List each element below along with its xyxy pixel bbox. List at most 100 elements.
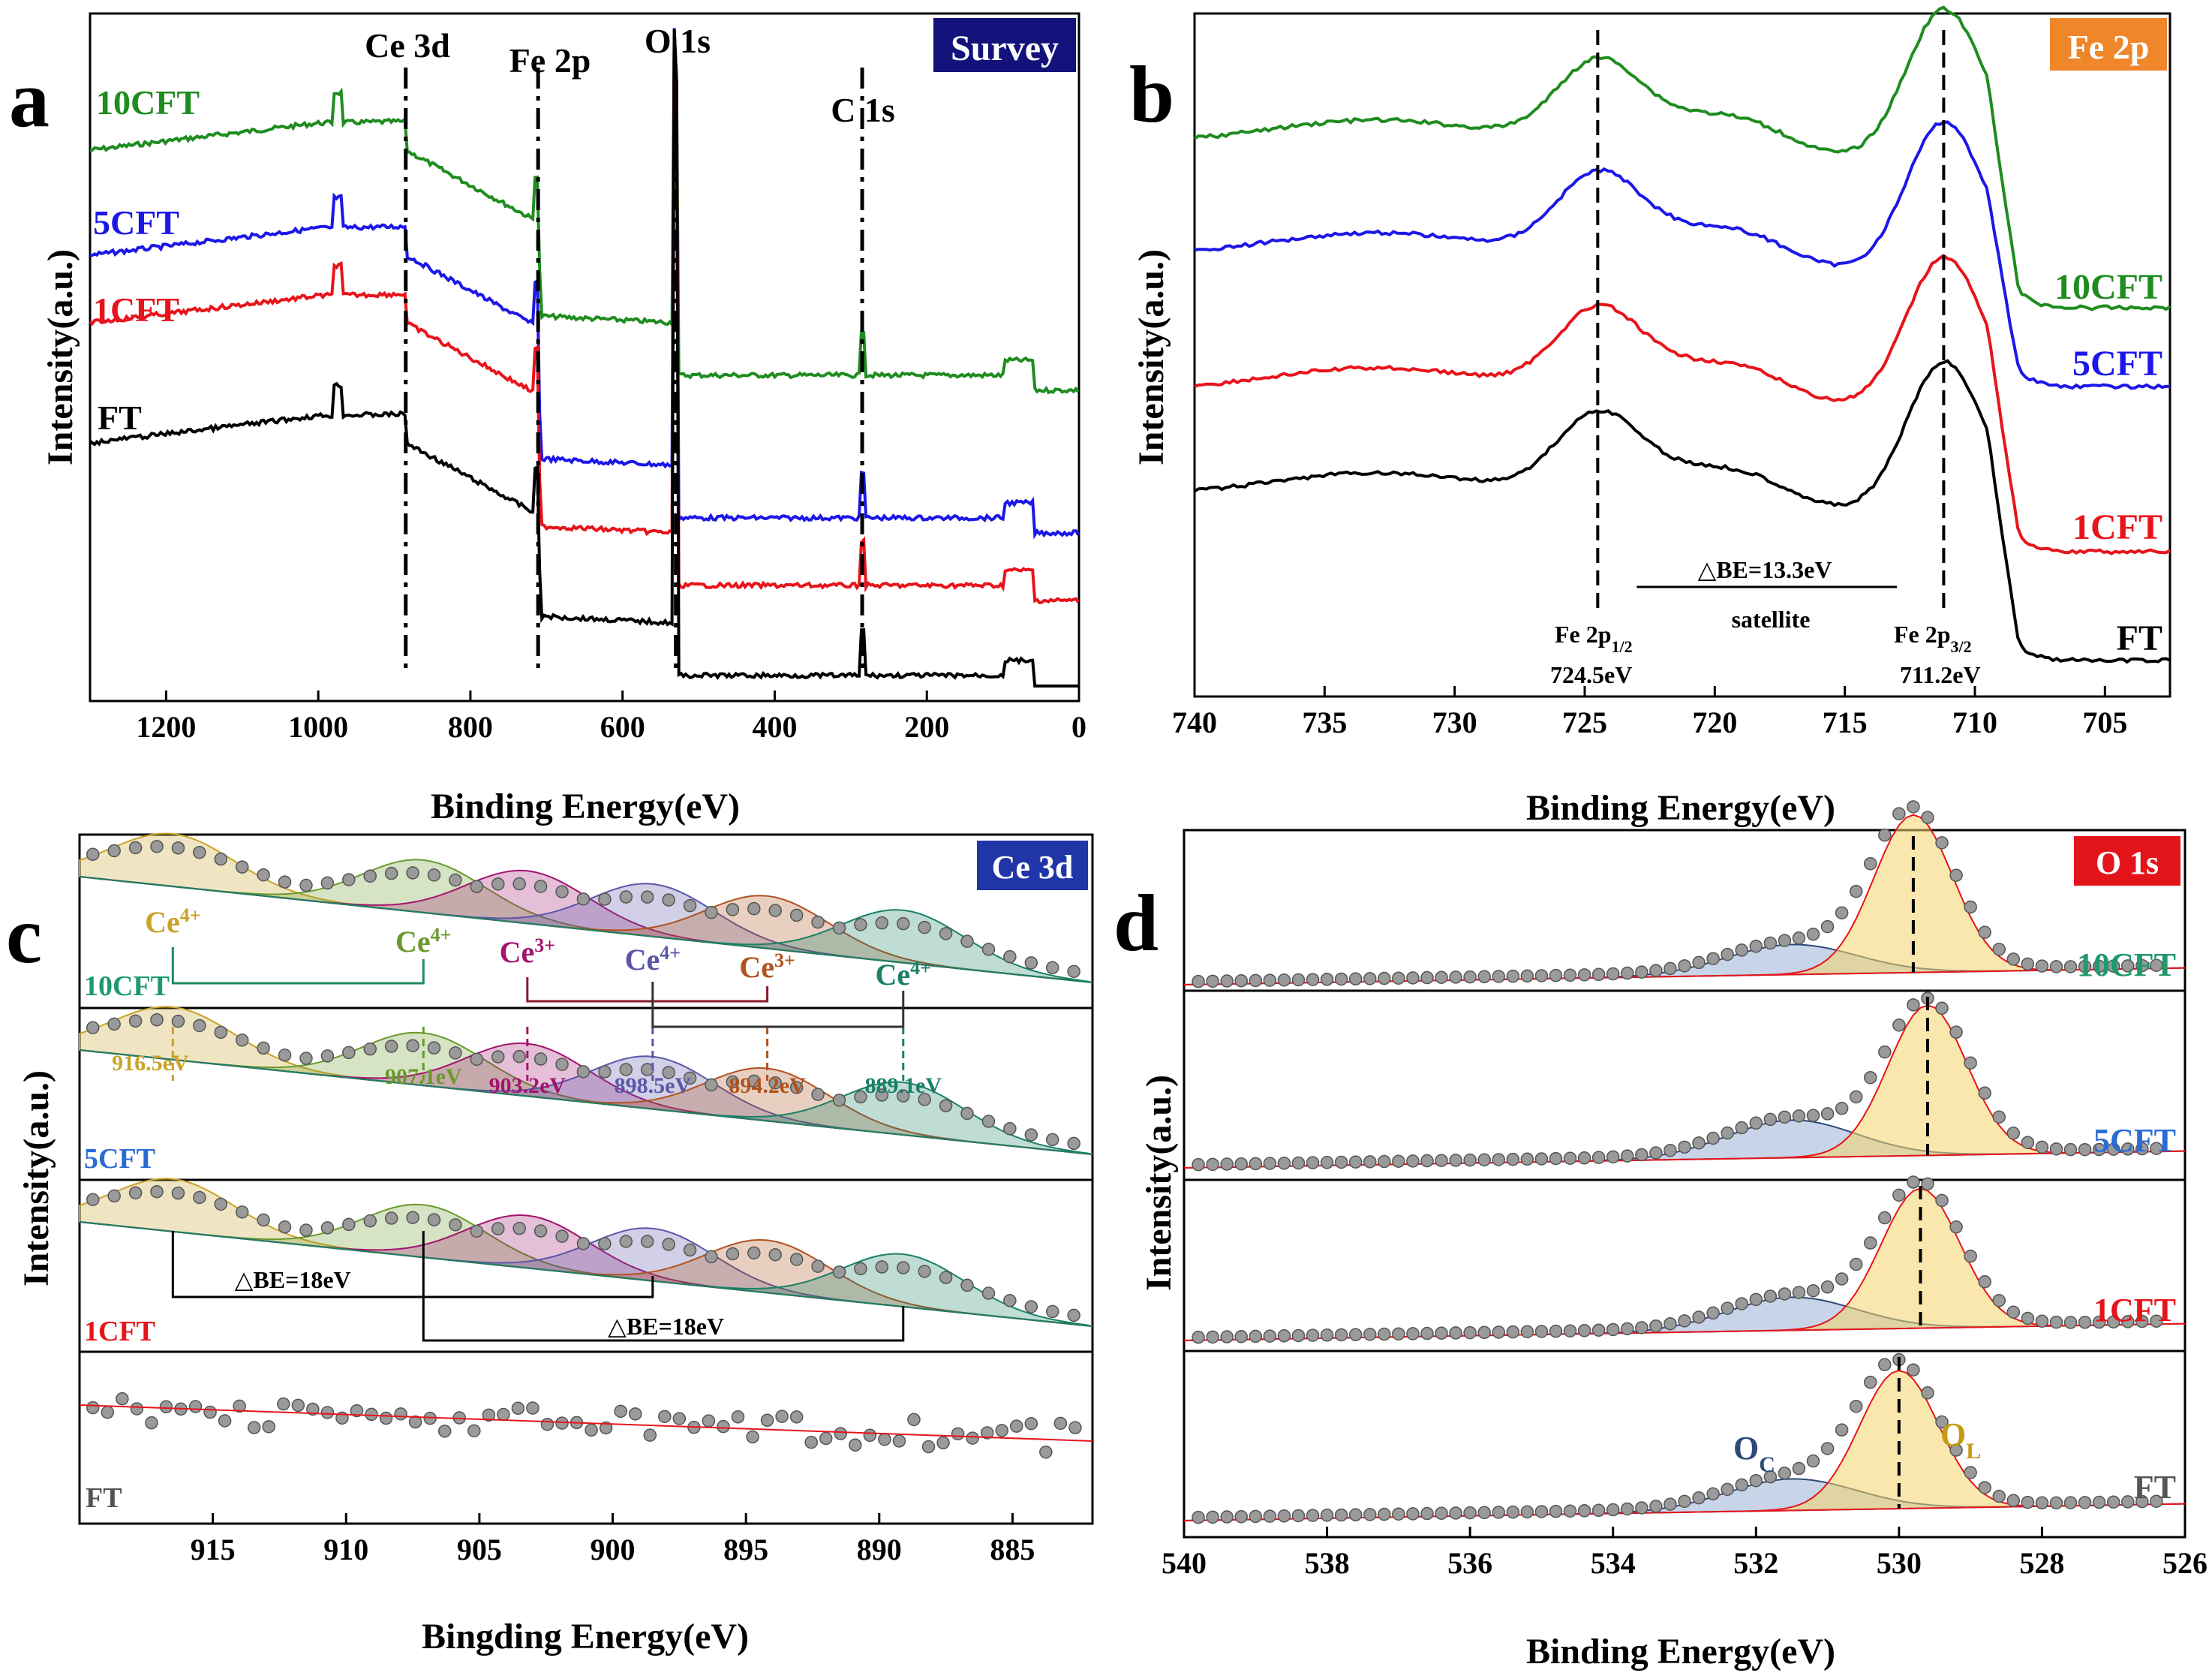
panel-b-series: [1193, 5, 2171, 664]
ce-data-point-ft: [1068, 1421, 1082, 1434]
o-data-point: [1949, 1443, 1963, 1457]
panel-a-tag-bg: [933, 18, 1076, 72]
ce-data-point-ft: [760, 1413, 774, 1428]
panel-d-label-10cft: 10CFT: [2077, 946, 2176, 983]
ce-data-point-ft: [585, 1423, 598, 1437]
ce-data-point: [897, 916, 910, 931]
o-data-point: [1435, 1506, 1448, 1520]
o-data-point: [1477, 970, 1491, 984]
o-data-point: [1664, 1316, 1677, 1331]
ce-data-point: [598, 892, 612, 906]
ce-data-point-ft: [746, 1430, 759, 1444]
o-data-point: [1263, 1509, 1277, 1523]
ce-data-point-ft: [467, 1424, 481, 1438]
fe2p-line-10CFT: [1193, 5, 2171, 311]
ce-data-point: [214, 1197, 228, 1211]
ce-data-point-ft: [1039, 1445, 1053, 1459]
o-data-point: [1863, 1070, 1877, 1085]
ce-data-point: [811, 1259, 825, 1273]
survey-line-1CFT: [89, 31, 1080, 605]
panel-a-label-1cft: 1CFT: [93, 290, 179, 329]
o-data-point: [2006, 1305, 2021, 1319]
panel-b-label-5cft: 5CFT: [2072, 344, 2162, 384]
o-data-point: [1577, 1151, 1591, 1165]
o-data-point: [1234, 1329, 1248, 1344]
ce-pair-bracket: [171, 947, 425, 985]
o-data-point: [2092, 1495, 2106, 1509]
o-data-point: [1964, 1056, 1977, 1070]
o-data-point: [2121, 959, 2135, 973]
o-data-point: [1763, 936, 1778, 950]
ce-data-point: [150, 1184, 164, 1199]
ce-data-point: [150, 840, 164, 853]
o-data-point: [1220, 1157, 1234, 1171]
o-data-point: [1678, 959, 1691, 973]
panel-b-tick-label: 705: [2082, 706, 2127, 739]
o-data-point: [2106, 1495, 2120, 1509]
ce-data-point: [107, 1189, 121, 1203]
o-data-point: [1792, 1109, 1806, 1123]
o-data-point: [1635, 1501, 1648, 1515]
ce-data-point-ft: [1024, 1416, 1038, 1431]
o-data-point: [1449, 1326, 1462, 1340]
o-data-point: [1577, 968, 1591, 982]
o-data-point: [1220, 1510, 1234, 1524]
o-data-point: [1249, 1157, 1263, 1171]
o-data-point: [1664, 961, 1677, 976]
ce-data-point: [1003, 1294, 1017, 1307]
o-data-point: [1549, 1324, 1563, 1338]
ce-data-point-ft: [980, 1426, 994, 1440]
ce-data-point: [86, 1193, 100, 1206]
ce-data-point-ft: [437, 1425, 452, 1438]
o-data-point: [1520, 1152, 1534, 1166]
ce-data-point: [128, 1186, 143, 1200]
o-data-point: [1649, 964, 1663, 977]
ce-data-point: [726, 1075, 740, 1089]
ce-data-point: [491, 1050, 505, 1064]
o-data-point: [1378, 1327, 1391, 1341]
ce-data-point-ft: [775, 1410, 789, 1423]
panel-d-tick-label: 534: [1591, 1546, 1636, 1580]
ce-data-point: [406, 1039, 419, 1052]
o-data-point: [1935, 836, 1949, 850]
panel-a-tick-label: 400: [752, 710, 797, 744]
o-data-point: [1735, 943, 1748, 957]
o-data-point: [1921, 1386, 1934, 1400]
panel-b-tick-label: 740: [1172, 706, 1217, 739]
panel-d-label-ft: FT: [2134, 1469, 2176, 1506]
o-data-point: [2035, 959, 2049, 973]
ce-data-point: [789, 1081, 804, 1094]
ce-data-point: [1045, 1133, 1059, 1147]
ce-data-point-ft: [907, 1413, 921, 1427]
ce-data-point-ft: [482, 1408, 496, 1422]
ce-data-point: [939, 1271, 953, 1284]
ce-data-point: [768, 904, 782, 917]
panel-d-letter: d: [1114, 879, 1159, 968]
o-data-point: [1506, 1505, 1520, 1519]
o-data-point: [2135, 958, 2149, 973]
o-data-point: [1591, 1503, 1606, 1518]
ce-data-point: [257, 1213, 270, 1227]
o-data-point: [1378, 971, 1391, 985]
ce-data-point-ft: [203, 1405, 217, 1419]
ce-data-point: [555, 1229, 569, 1243]
ce-data-point: [768, 1076, 782, 1090]
ce-data-point: [875, 916, 889, 930]
ce-data-point-ft: [233, 1399, 246, 1413]
o-data-point: [1992, 1293, 2006, 1307]
o-data-point: [1678, 1494, 1691, 1509]
ce-data-point: [171, 1186, 185, 1200]
panel-c-tag: Ce 3d: [992, 849, 1074, 886]
ce-data-point: [278, 1220, 292, 1234]
o-data-point: [2049, 960, 2063, 973]
ce-state-label: Ce4+: [876, 957, 931, 992]
o-data-point: [1749, 1292, 1763, 1307]
o-data-point: [1606, 1503, 1620, 1517]
o-data-point: [2092, 1142, 2106, 1157]
panel-b-tag-bg: [2050, 18, 2167, 71]
o-data-point: [2006, 952, 2021, 966]
ce-data-point: [235, 1034, 249, 1047]
ce-data-point-ft: [101, 1405, 115, 1419]
o-data-point: [1606, 1322, 1620, 1337]
o-data-point: [1477, 1506, 1491, 1520]
